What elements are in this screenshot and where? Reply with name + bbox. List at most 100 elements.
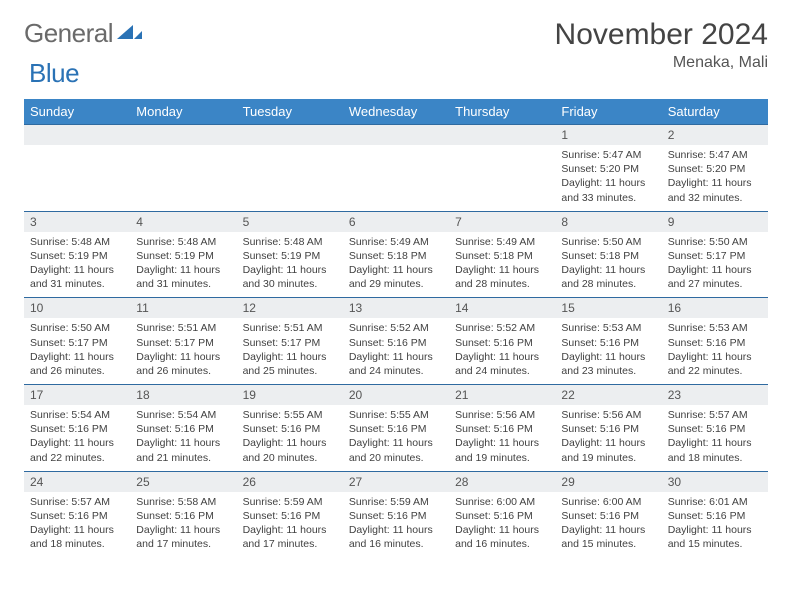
day-cell [130,145,236,211]
sunset-text: Sunset: 5:16 PM [136,422,230,436]
logo: General [24,18,145,49]
sunset-text: Sunset: 5:16 PM [668,422,762,436]
sunset-text: Sunset: 5:16 PM [668,336,762,350]
daynum-cell: 9 [662,211,768,232]
logo-text-general: General [24,18,113,49]
day-cell: Sunrise: 5:48 AMSunset: 5:19 PMDaylight:… [237,232,343,298]
day-cell: Sunrise: 5:53 AMSunset: 5:16 PMDaylight:… [662,318,768,384]
daylight-text: Daylight: 11 hours and 24 minutes. [349,350,443,378]
day-cell: Sunrise: 5:58 AMSunset: 5:16 PMDaylight:… [130,492,236,558]
day-cell: Sunrise: 6:00 AMSunset: 5:16 PMDaylight:… [555,492,661,558]
sunset-text: Sunset: 5:16 PM [349,336,443,350]
sunrise-text: Sunrise: 6:01 AM [668,495,762,509]
sunrise-text: Sunrise: 5:50 AM [561,235,655,249]
day-cell: Sunrise: 5:56 AMSunset: 5:16 PMDaylight:… [449,405,555,471]
sunrise-text: Sunrise: 5:52 AM [455,321,549,335]
sunset-text: Sunset: 5:18 PM [349,249,443,263]
sunrise-text: Sunrise: 5:50 AM [668,235,762,249]
sunset-text: Sunset: 5:17 PM [243,336,337,350]
daynum-cell: 17 [24,385,130,406]
sunrise-text: Sunrise: 5:58 AM [136,495,230,509]
sunrise-text: Sunrise: 5:53 AM [668,321,762,335]
day-header-tuesday: Tuesday [237,99,343,125]
logo-mark-icon [117,21,143,46]
daylight-text: Daylight: 11 hours and 15 minutes. [668,523,762,551]
daynum-cell [24,125,130,146]
day-cell: Sunrise: 5:50 AMSunset: 5:17 PMDaylight:… [24,318,130,384]
sunset-text: Sunset: 5:16 PM [561,422,655,436]
day-cell: Sunrise: 5:59 AMSunset: 5:16 PMDaylight:… [237,492,343,558]
sunrise-text: Sunrise: 5:47 AM [561,148,655,162]
sunrise-text: Sunrise: 5:57 AM [668,408,762,422]
sunset-text: Sunset: 5:17 PM [30,336,124,350]
week-4-daynums: 24252627282930 [24,471,768,492]
daynum-cell: 15 [555,298,661,319]
sunrise-text: Sunrise: 5:51 AM [136,321,230,335]
day-cell: Sunrise: 5:55 AMSunset: 5:16 PMDaylight:… [343,405,449,471]
daynum-cell: 19 [237,385,343,406]
sunset-text: Sunset: 5:19 PM [136,249,230,263]
sunset-text: Sunset: 5:16 PM [561,336,655,350]
sunset-text: Sunset: 5:16 PM [30,422,124,436]
week-2-daynums: 10111213141516 [24,298,768,319]
day-cell: Sunrise: 5:55 AMSunset: 5:16 PMDaylight:… [237,405,343,471]
day-cell: Sunrise: 5:49 AMSunset: 5:18 PMDaylight:… [449,232,555,298]
sunset-text: Sunset: 5:16 PM [243,422,337,436]
sunrise-text: Sunrise: 5:51 AM [243,321,337,335]
daynum-cell: 12 [237,298,343,319]
daynum-cell: 13 [343,298,449,319]
day-cell: Sunrise: 5:47 AMSunset: 5:20 PMDaylight:… [555,145,661,211]
day-cell [24,145,130,211]
daynum-cell: 27 [343,471,449,492]
day-cell: Sunrise: 5:57 AMSunset: 5:16 PMDaylight:… [662,405,768,471]
day-cell [343,145,449,211]
day-cell: Sunrise: 5:53 AMSunset: 5:16 PMDaylight:… [555,318,661,384]
sunset-text: Sunset: 5:20 PM [561,162,655,176]
title-block: November 2024 Menaka, Mali [555,18,768,72]
day-header-wednesday: Wednesday [343,99,449,125]
sunset-text: Sunset: 5:18 PM [561,249,655,263]
sunset-text: Sunset: 5:17 PM [136,336,230,350]
daynum-cell: 25 [130,471,236,492]
calendar-body: 12Sunrise: 5:47 AMSunset: 5:20 PMDayligh… [24,125,768,558]
daylight-text: Daylight: 11 hours and 21 minutes. [136,436,230,464]
sunset-text: Sunset: 5:19 PM [243,249,337,263]
daynum-cell: 18 [130,385,236,406]
day-cell: Sunrise: 5:48 AMSunset: 5:19 PMDaylight:… [24,232,130,298]
sunset-text: Sunset: 5:16 PM [455,509,549,523]
day-cell: Sunrise: 5:49 AMSunset: 5:18 PMDaylight:… [343,232,449,298]
daylight-text: Daylight: 11 hours and 15 minutes. [561,523,655,551]
day-cell: Sunrise: 5:59 AMSunset: 5:16 PMDaylight:… [343,492,449,558]
sunrise-text: Sunrise: 5:48 AM [136,235,230,249]
daynum-cell: 11 [130,298,236,319]
day-cell: Sunrise: 5:47 AMSunset: 5:20 PMDaylight:… [662,145,768,211]
sunrise-text: Sunrise: 5:59 AM [243,495,337,509]
week-0-body: Sunrise: 5:47 AMSunset: 5:20 PMDaylight:… [24,145,768,211]
calendar-head: SundayMondayTuesdayWednesdayThursdayFrid… [24,99,768,125]
logo-text-blue: Blue [29,58,79,89]
daylight-text: Daylight: 11 hours and 25 minutes. [243,350,337,378]
sunrise-text: Sunrise: 5:55 AM [243,408,337,422]
daylight-text: Daylight: 11 hours and 17 minutes. [243,523,337,551]
month-title: November 2024 [555,18,768,52]
sunrise-text: Sunrise: 5:47 AM [668,148,762,162]
day-cell: Sunrise: 5:50 AMSunset: 5:18 PMDaylight:… [555,232,661,298]
daynum-cell: 10 [24,298,130,319]
daynum-cell: 6 [343,211,449,232]
daylight-text: Daylight: 11 hours and 27 minutes. [668,263,762,291]
day-header-thursday: Thursday [449,99,555,125]
sunrise-text: Sunrise: 5:57 AM [30,495,124,509]
sunrise-text: Sunrise: 5:56 AM [455,408,549,422]
daynum-cell: 7 [449,211,555,232]
sunset-text: Sunset: 5:16 PM [561,509,655,523]
sunrise-text: Sunrise: 5:48 AM [30,235,124,249]
day-cell: Sunrise: 5:57 AMSunset: 5:16 PMDaylight:… [24,492,130,558]
sunset-text: Sunset: 5:16 PM [455,336,549,350]
day-cell: Sunrise: 6:00 AMSunset: 5:16 PMDaylight:… [449,492,555,558]
daynum-cell: 23 [662,385,768,406]
daynum-cell: 8 [555,211,661,232]
day-cell: Sunrise: 5:54 AMSunset: 5:16 PMDaylight:… [130,405,236,471]
daylight-text: Daylight: 11 hours and 22 minutes. [30,436,124,464]
daylight-text: Daylight: 11 hours and 32 minutes. [668,176,762,204]
day-cell [237,145,343,211]
